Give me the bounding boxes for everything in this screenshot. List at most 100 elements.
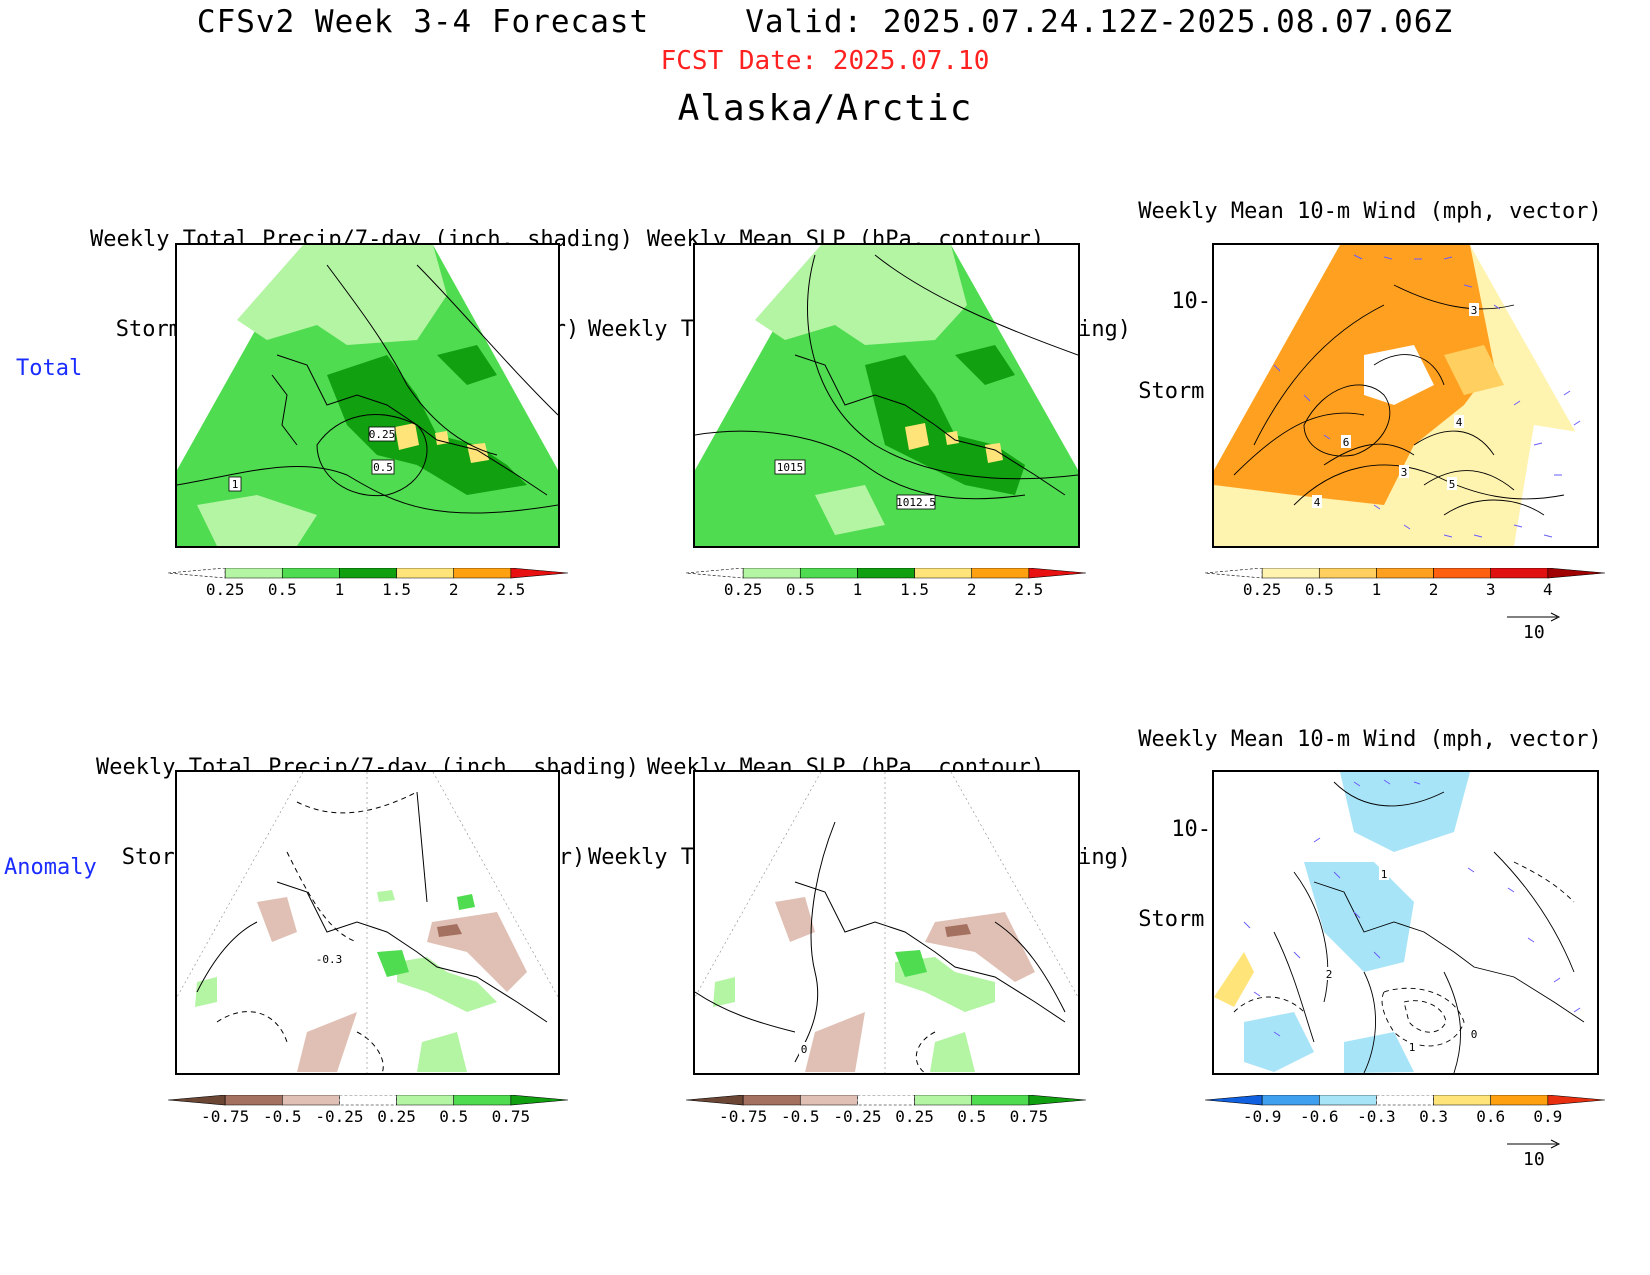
contour-label: 1 (232, 478, 239, 491)
colorbar-tick-label: 4 (1543, 580, 1553, 599)
contour-label: 1 (1409, 1041, 1416, 1054)
forecast-date: FCST Date: 2025.07.10 (660, 46, 990, 76)
colorbar-bin (1318, 1095, 1377, 1106)
vector-reference-label: 10 (1523, 1149, 1545, 1170)
colorbar-tick-label: 0.6 (1476, 1107, 1506, 1126)
colorbar-bin (1261, 1095, 1320, 1106)
colorbar-tick-label: 0.75 (1009, 1107, 1049, 1126)
colorbar-tick-label: -0.5 (263, 1107, 302, 1126)
colorbar-bin (1205, 1095, 1263, 1106)
colorbar-bin (1433, 568, 1492, 579)
colorbar-bin (168, 568, 226, 579)
contour-label: 0.25 (369, 428, 396, 441)
region-name: Alaska/Arctic (677, 88, 973, 129)
colorbar-bin (396, 1095, 455, 1106)
colorbar-bin (1490, 1095, 1549, 1106)
contour-label: 4 (1314, 496, 1321, 509)
contour-label: 6 (1343, 436, 1350, 449)
contour-label: 1015 (777, 461, 804, 474)
colorbar-tick-label: 1 (1371, 580, 1382, 599)
title-line-0: Weekly Mean 10-m Wind (mph, vector) (1138, 727, 1602, 752)
colorbar-tick-label: -0.25 (315, 1107, 364, 1126)
colorbar-tick-label: 1 (334, 580, 345, 599)
colorbar-tick-label: 0.5 (957, 1107, 987, 1126)
colorbar-bin (742, 1095, 801, 1106)
colorbar-bin (1261, 568, 1320, 579)
colorbar-bin (510, 568, 568, 579)
colorbar-tick-label: -0.3 (1357, 1107, 1396, 1126)
map-total-slp: 1015 1012.5 (693, 243, 1080, 548)
colorbar-tick-label: 2 (448, 580, 459, 599)
colorbar-bin (510, 1095, 568, 1106)
colorbar-tick-label: 1.5 (900, 580, 930, 599)
contour-label: 1 (1381, 868, 1388, 881)
colorbar-bin (281, 568, 340, 579)
colorbar-tick-label: 0.75 (491, 1107, 531, 1126)
colorbar-bin (857, 568, 915, 579)
colorbar-bin (1376, 568, 1434, 579)
colorbar-tick-label: 2 (966, 580, 977, 599)
colorbar-bin (971, 1095, 1030, 1106)
colorbar-bin (914, 568, 973, 579)
colorbar-bin (224, 568, 283, 579)
colorbar-bin (1028, 1095, 1086, 1106)
colorbar-tick-label: 0.5 (785, 580, 815, 599)
colorbar-bin (857, 1095, 915, 1106)
colorbar-tick-label: 0.25 (1242, 580, 1282, 599)
colorbar-tick-label: -0.9 (1242, 1107, 1282, 1126)
contour-label: 0 (801, 1043, 808, 1056)
colorbar-tick-label: 0.5 (439, 1107, 469, 1126)
title-text: CFSv2 Week 3-4 Forecast (196, 4, 650, 40)
colorbar-bin (1318, 568, 1377, 579)
contour-label: 0.5 (373, 461, 393, 474)
colorbar-tick-label: 2.5 (496, 580, 526, 599)
colorbar-bin (1490, 568, 1549, 579)
colorbar-anom-precip: -0.75 -0.5 -0.25 0.25 0.5 0.75 (168, 1095, 568, 1135)
colorbar-bin (799, 568, 858, 579)
colorbar-bin (742, 568, 801, 579)
colorbar-bin (281, 1095, 340, 1106)
contour-label: -0.3 (316, 953, 343, 966)
map-anom-slp: 0 (693, 770, 1080, 1075)
map-total-precip: 0.25 0.5 1 (175, 243, 560, 548)
colorbar-bin (168, 1095, 226, 1106)
colorbar-tick-label: 0.3 (1419, 1107, 1449, 1126)
colorbar-bin (971, 568, 1030, 579)
colorbar-bin (224, 1095, 283, 1106)
colorbar-bin (1205, 568, 1263, 579)
contour-label: 0 (1471, 1028, 1478, 1041)
vector-reference-anomaly: 10 (1505, 1136, 1565, 1176)
colorbar-tick-label: 2.5 (1014, 580, 1044, 599)
colorbar-anom-slp: -0.75 -0.5 -0.25 0.25 0.5 0.75 (686, 1095, 1086, 1135)
colorbar-bin (686, 1095, 744, 1106)
colorbar-tick-label: 0.25 (723, 580, 763, 599)
colorbar-tick-label: 0.5 (267, 580, 297, 599)
colorbar-tick-label: 1.5 (382, 580, 412, 599)
colorbar-bin (339, 1095, 397, 1106)
colorbar-bin (339, 568, 397, 579)
colorbar-total-wind: 0.25 0.5 1 2 3 4 (1205, 568, 1605, 608)
colorbar-tick-label: -0.6 (1300, 1107, 1339, 1126)
map-total-wind: 6 4 5 3 3 4 (1212, 243, 1599, 548)
colorbar-tick-label: -0.25 (833, 1107, 882, 1126)
row-label-total: Total (16, 356, 83, 381)
colorbar-tick-label: 3 (1485, 580, 1496, 599)
colorbar-tick-label: 1 (852, 580, 863, 599)
map-anom-wind: 1 1 2 0 (1212, 770, 1599, 1075)
vector-reference-label: 10 (1523, 622, 1545, 643)
colorbar-bin (799, 1095, 858, 1106)
colorbar-bin (453, 1095, 512, 1106)
contour-label: 3 (1401, 466, 1408, 479)
row-label-anomaly: Anomaly (4, 855, 97, 880)
contour-label: 3 (1471, 304, 1478, 317)
colorbar-total-slp: 0.25 0.5 1 1.5 2 2.5 (686, 568, 1086, 608)
colorbar-tick-label: 2 (1428, 580, 1439, 599)
contour-label: 5 (1449, 478, 1456, 491)
colorbar-tick-label: 0.9 (1533, 1107, 1563, 1126)
colorbar-bin (1028, 568, 1086, 579)
title-line-0: Weekly Mean 10-m Wind (mph, vector) (1138, 199, 1602, 224)
colorbar-tick-label: -0.75 (719, 1107, 768, 1126)
contour-label: 1012.5 (896, 496, 936, 509)
colorbar-bin (914, 1095, 973, 1106)
colorbar-bin (1547, 568, 1605, 579)
